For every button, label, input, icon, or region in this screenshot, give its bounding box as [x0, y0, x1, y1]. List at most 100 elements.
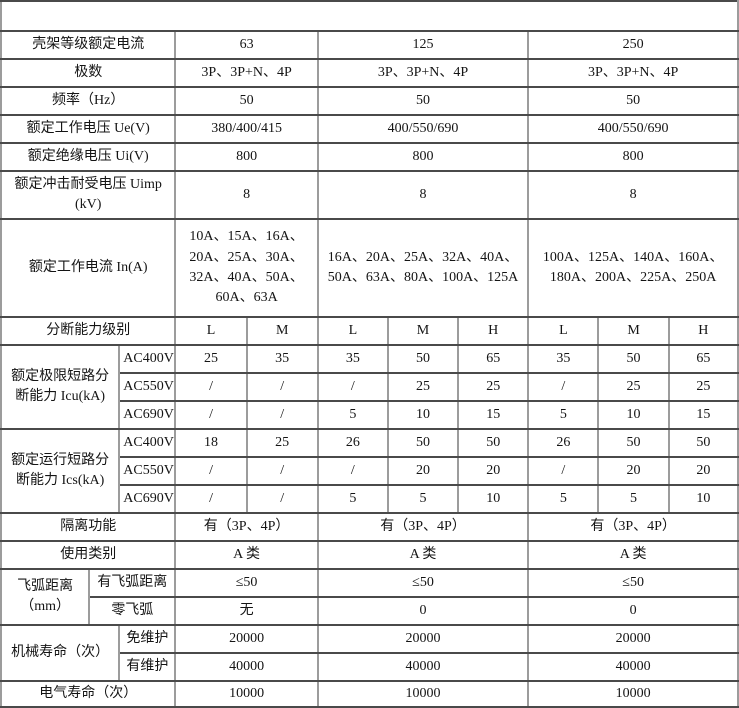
table-cell: 50	[386, 428, 460, 458]
table-cell: L	[527, 316, 600, 346]
row-label-in: 额定工作电流 In(A)	[0, 218, 177, 318]
row-label-ics: 额定运行短路分断能力 Ics(kA)	[0, 428, 121, 514]
table-cell: 20	[386, 456, 460, 486]
table-cell: 35	[316, 344, 389, 374]
row-label-ue: 额定工作电压 Ue(V)	[0, 114, 177, 144]
table-cell: 40000	[316, 652, 530, 682]
table-row: 机械寿命（次） 免维护 20000 20000 20000	[0, 624, 739, 682]
table-cell: A 类	[527, 540, 739, 570]
table-cell: 10	[667, 484, 739, 514]
table-cell: 10000	[316, 680, 530, 708]
table-cell: 65	[457, 344, 530, 374]
table-row: 有维护 40000 40000 40000	[1, 652, 739, 682]
row-label-ui: 额定绝缘电压 Ui(V)	[0, 142, 177, 172]
table-row: 分断能力级别 L M L M H L M H	[0, 316, 739, 346]
table-cell: L	[174, 316, 248, 346]
table-cell: 10A、15A、16A、20A、25A、30A、32A、40A、50A、60A、…	[174, 218, 319, 318]
row-sublabel-ics-ac550v: AC550V	[118, 456, 177, 486]
table-cell: 10	[597, 400, 670, 430]
table-cell: /	[245, 400, 319, 430]
row-sublabel-maintenance-free: 免维护	[118, 624, 177, 654]
table-cell: /	[245, 456, 319, 486]
row-sublabel-icu-ac550v: AC550V	[118, 372, 177, 402]
table-cell: 380/400/415	[174, 114, 319, 144]
table-cell: 5	[527, 484, 600, 514]
table-cell: 25	[667, 372, 739, 402]
table-cell: 50	[597, 344, 670, 374]
row-label-mechanical-life: 机械寿命（次）	[0, 624, 121, 682]
table-cell: 50	[174, 86, 319, 116]
row-sublabel-ics-ac690v: AC690V	[118, 484, 177, 514]
table-cell: /	[316, 372, 389, 402]
table-cell: 65	[667, 344, 739, 374]
table-cell: 16A、20A、25A、32A、40A、50A、63A、80A、100A、125…	[316, 218, 530, 318]
table-cell: /	[174, 400, 248, 430]
table-cell: 8	[527, 170, 739, 220]
table-cell: ≤50	[174, 568, 319, 598]
table-cell: 无	[174, 596, 319, 626]
table-cell: 50	[667, 428, 739, 458]
table-cell: 20	[457, 456, 530, 486]
table-cell: 20000	[316, 624, 530, 654]
row-label-poles: 极数	[0, 58, 177, 88]
table-cell: 35	[527, 344, 600, 374]
table-cell: 5	[527, 400, 600, 430]
table-row: 壳架等级额定电流 63 125 250	[0, 30, 739, 60]
table-cell: 20	[667, 456, 739, 486]
table-cell: 15	[457, 400, 530, 430]
table-cell: 50	[316, 86, 530, 116]
table-cell: H	[667, 316, 739, 346]
table-cell: 100A、125A、140A、160A、180A、200A、225A、250A	[527, 218, 739, 318]
table-cell: /	[174, 456, 248, 486]
row-label-frequency: 频率（Hz）	[0, 86, 177, 116]
row-label-breaking-class: 分断能力级别	[0, 316, 177, 346]
table-cell: 10	[457, 484, 530, 514]
table-cell: 10	[386, 400, 460, 430]
table-cell: 8	[174, 170, 319, 220]
table-cell: 50	[386, 344, 460, 374]
table-cell: 25	[245, 428, 319, 458]
table-cell: 5	[386, 484, 460, 514]
table-cell: 25	[457, 372, 530, 402]
table-cell: 5	[316, 484, 389, 514]
table-cell: /	[316, 456, 389, 486]
table-row: AC690V / / 5 10 15 5 10 15	[1, 400, 739, 430]
table-row: 额定运行短路分断能力 Ics(kA) AC400V 18 25 26 50 50…	[0, 428, 739, 514]
row-sublabel-ics-ac400v: AC400V	[118, 428, 177, 458]
table-cell: /	[245, 372, 319, 402]
table-cell: 10000	[174, 680, 319, 708]
table-row: 额定极限短路分断能力 Icu(kA) AC400V 25 35 35 50 65…	[0, 344, 739, 430]
table-cell: 800	[174, 142, 319, 172]
table-cell: 0	[316, 596, 530, 626]
row-label-uimp: 额定冲击耐受电压 Uimp (kV)	[0, 170, 177, 220]
table-row: 额定冲击耐受电压 Uimp (kV) 8 8 8	[0, 170, 739, 220]
table-cell: 250	[527, 30, 739, 60]
table-cell: 50	[527, 86, 739, 116]
table-cell: 3P、3P+N、4P	[316, 58, 530, 88]
table-row: 使用类别 A 类 A 类 A 类	[0, 540, 739, 570]
table-row: 电气寿命（次） 10000 10000 10000	[0, 680, 739, 708]
table-cell: 40000	[527, 652, 739, 682]
row-sublabel-with-maintenance: 有维护	[118, 652, 177, 682]
table-row: 额定工作电压 Ue(V) 380/400/415 400/550/690 400…	[0, 114, 739, 144]
row-label-icu: 额定极限短路分断能力 Icu(kA)	[0, 344, 121, 430]
table-cell: 0	[527, 596, 739, 626]
table-cell: 26	[527, 428, 600, 458]
table-cell: /	[245, 484, 319, 514]
table-cell: 有（3P、4P）	[316, 512, 530, 542]
table-cell: 400/550/690	[527, 114, 739, 144]
table-cell: 400/550/690	[316, 114, 530, 144]
table-header-row: 基本信息	[0, 0, 739, 32]
table-cell: 125	[316, 30, 530, 60]
table-cell: /	[527, 372, 600, 402]
row-label-use-category: 使用类别	[0, 540, 177, 570]
table-cell: /	[174, 372, 248, 402]
table-row: AC550V / / / 20 20 / 20 20	[1, 456, 739, 486]
table-cell: 20000	[174, 624, 319, 654]
table-cell: /	[527, 456, 600, 486]
table-cell: 50	[457, 428, 530, 458]
row-sublabel-arc-yes: 有飞弧距离	[88, 568, 177, 598]
row-label-electrical-life: 电气寿命（次）	[0, 680, 177, 708]
table-cell: 8	[316, 170, 530, 220]
